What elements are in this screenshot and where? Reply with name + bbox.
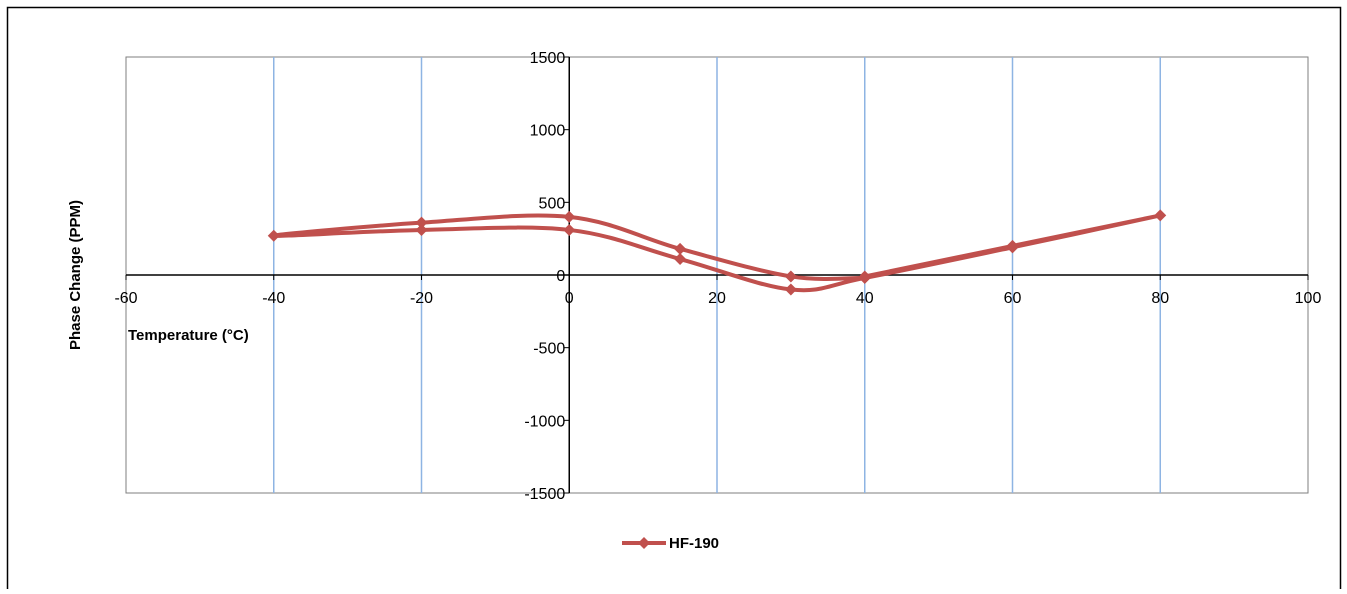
data-point [1154, 209, 1167, 222]
x-tick-label: -20 [410, 290, 433, 307]
x-tick-labels: -60 -40 -20 0 20 40 60 80 100 [114, 290, 1321, 307]
x-tick-label: 0 [565, 290, 574, 307]
data-point [674, 253, 687, 266]
data-point [563, 223, 576, 236]
data-point [784, 270, 797, 283]
data-point [858, 271, 871, 284]
y-axis-title: Phase Change (PPM) [67, 200, 84, 350]
chart-frame [6, 6, 1342, 594]
y-tick-label: -1500 [524, 486, 565, 503]
x-tick-label: 80 [1151, 290, 1169, 307]
x-tick-label: -40 [262, 290, 285, 307]
axes [125, 56, 1309, 494]
data-point [563, 210, 576, 223]
y-tick-label: 1500 [530, 50, 566, 67]
y-tick-label: 0 [556, 268, 565, 285]
y-tick-label: 500 [539, 195, 566, 212]
data-point [267, 229, 280, 242]
data-point [674, 242, 687, 255]
y-tick-label: -1000 [524, 413, 565, 430]
data-point [1006, 241, 1019, 254]
y-tick-labels: -1500 -1000 -500 0 500 1000 1500 [524, 50, 565, 503]
series-layer [267, 209, 1167, 296]
gridlines [273, 57, 1161, 493]
x-tick-label: -60 [114, 290, 137, 307]
x-axis-title: Temperature (°C) [128, 327, 249, 344]
data-point [415, 216, 428, 229]
legend-marker [638, 537, 650, 549]
x-tick-label: 20 [708, 290, 726, 307]
y-tick-label: 1000 [530, 123, 566, 140]
y-tick-label: -500 [533, 341, 565, 358]
x-tick-label: 60 [1004, 290, 1022, 307]
x-tick-label: 100 [1295, 290, 1322, 307]
data-point [415, 223, 428, 236]
legend-label: HF-190 [669, 535, 719, 552]
x-tick-label: 40 [856, 290, 874, 307]
data-point [784, 283, 797, 296]
legend: HF-190 [622, 535, 719, 552]
